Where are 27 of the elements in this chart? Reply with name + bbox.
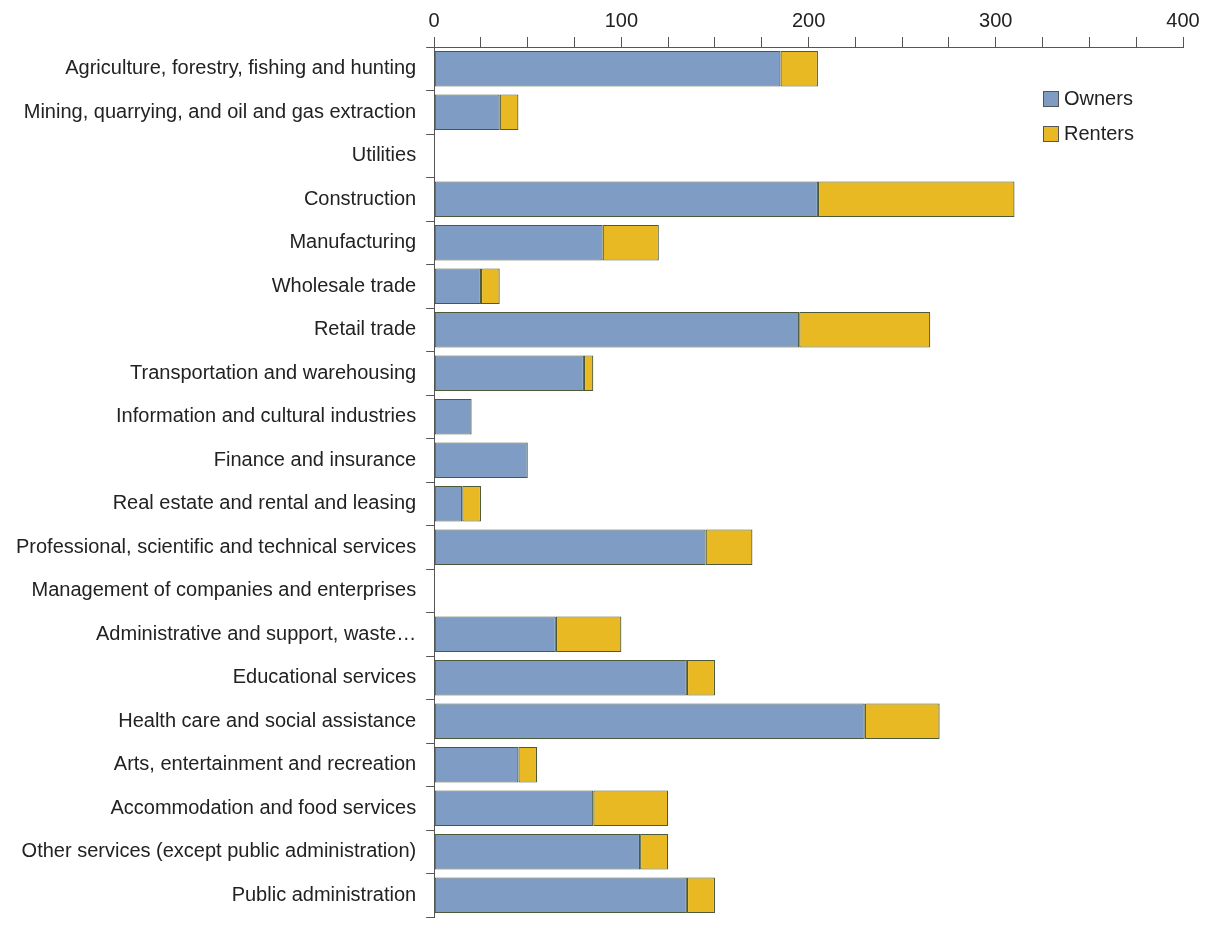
x-tick-label: 100 [604,8,639,31]
y-tick-label: Manufacturing [289,230,417,253]
y-tick-label: Health care and social assistance [118,708,417,731]
y-tick-label: Educational services [232,665,417,688]
y-tick-label: Management of companies and enterprises [31,578,417,601]
x-tick-label: 300 [979,8,1013,31]
y-tick-label: Administrative and support, waste… [96,621,417,644]
y-tick-label: Information and cultural industries [116,404,417,427]
y-tick-label: Mining, quarrying, and oil and gas extraction [23,99,417,122]
y-tick-label: Construction [303,186,417,209]
legend-label: Owners [1064,87,1133,110]
y-tick-label: Accommodation and food services [110,795,417,818]
y-tick-label: Public administration [231,882,417,905]
y-tick-label: Arts, entertainment and recreation [113,752,417,775]
y-tick-label: Real estate and rental and leasing [112,491,417,514]
legend-label: Renters [1064,122,1135,145]
y-tick-label: Finance and insurance [213,447,417,470]
y-tick-label: Professional, scientific and technical services [16,534,417,557]
y-tick-label: Transportation and warehousing [130,360,417,383]
x-tick-label: 200 [791,8,826,31]
x-tick-label: 0 [428,8,440,31]
y-tick-label: Retail trade [313,317,417,340]
y-tick-label: Agriculture, forestry, fishing and hunting [65,56,417,79]
y-tick-label: Wholesale trade [271,273,417,296]
y-tick-label: Other services (except public administration) [21,839,417,862]
x-tick-label: 400 [1166,8,1200,31]
y-tick-label: Utilities [351,143,417,166]
